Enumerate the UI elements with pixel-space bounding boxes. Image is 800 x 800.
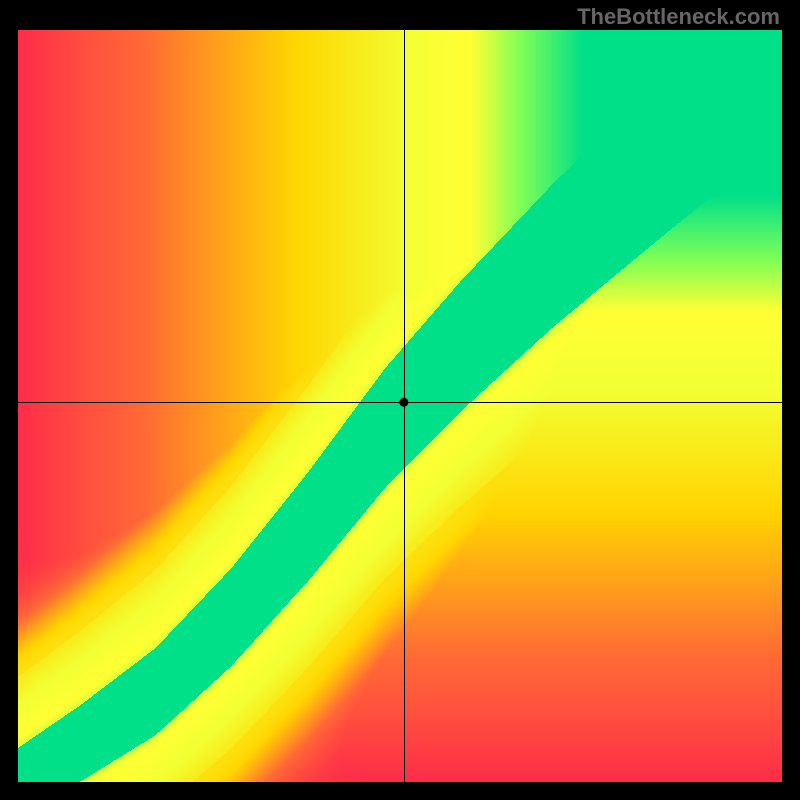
heatmap-chart	[0, 0, 800, 800]
watermark-label: TheBottleneck.com	[577, 4, 780, 30]
